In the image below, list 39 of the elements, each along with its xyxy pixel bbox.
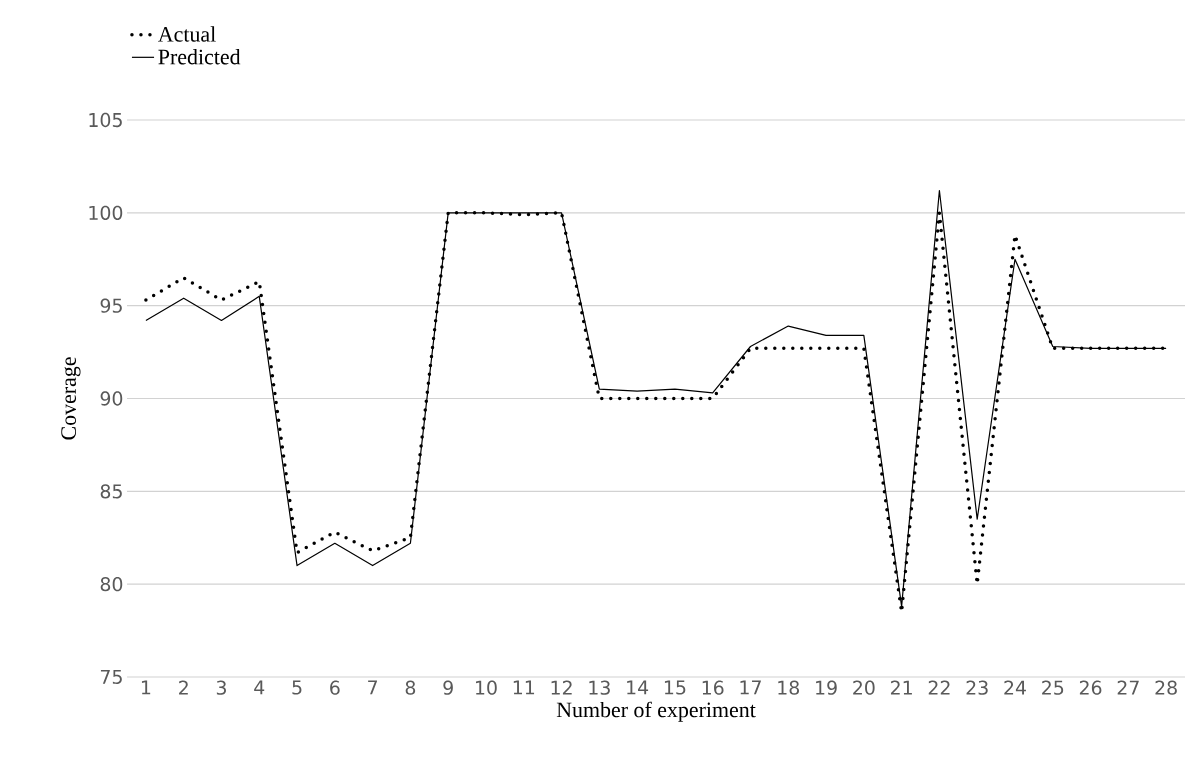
x-tick-label: 20 [853,680,875,695]
x-tick-label: 10 [476,680,497,695]
x-tick-label: 16 [702,680,724,695]
y-tick-label: 85 [100,484,122,499]
x-axis-title: Number of experiment [556,701,756,722]
x-tick-label: 6 [330,680,340,695]
x-tick-label: 9 [443,680,453,695]
y-tick-label: 90 [100,391,123,406]
x-tick-label: 14 [627,680,649,695]
x-tick-label: 15 [664,680,686,695]
x-tick-label: 2 [179,680,188,695]
x-tick-label: 3 [216,680,226,695]
x-tick-label: 8 [405,680,416,695]
x-tick-label: 19 [816,680,837,695]
x-tick-label: 4 [254,680,265,695]
x-tick-label: 5 [292,680,302,695]
y-tick-label: 95 [100,298,122,313]
x-tick-label: 18 [778,680,800,695]
x-tick-label: 26 [1079,680,1102,695]
x-tick-label: 11 [513,680,535,695]
legend-label: Predicted [158,48,241,65]
x-tick-label: 28 [1155,680,1177,695]
legend-label: Actual [158,26,216,42]
x-tick-label: 22 [928,680,950,695]
x-tick-label: 7 [368,680,378,695]
y-axis-title: Coverage [61,357,81,440]
y-tick-label: 75 [100,669,122,685]
x-tick-label: 17 [740,680,761,695]
y-tick-label: 100 [89,205,123,220]
x-tick-label: 12 [551,680,572,695]
y-tick-label: 80 [100,576,123,592]
x-tick-label: 1 [141,680,151,695]
x-tick-label: 27 [1117,680,1139,695]
x-tick-label: 24 [1004,680,1026,695]
x-tick-label: 13 [589,680,610,695]
x-tick-label: 25 [1042,680,1064,695]
x-tick-label: 21 [890,680,912,695]
x-tick-label: 23 [966,680,988,695]
y-tick-label: 105 [89,112,122,128]
